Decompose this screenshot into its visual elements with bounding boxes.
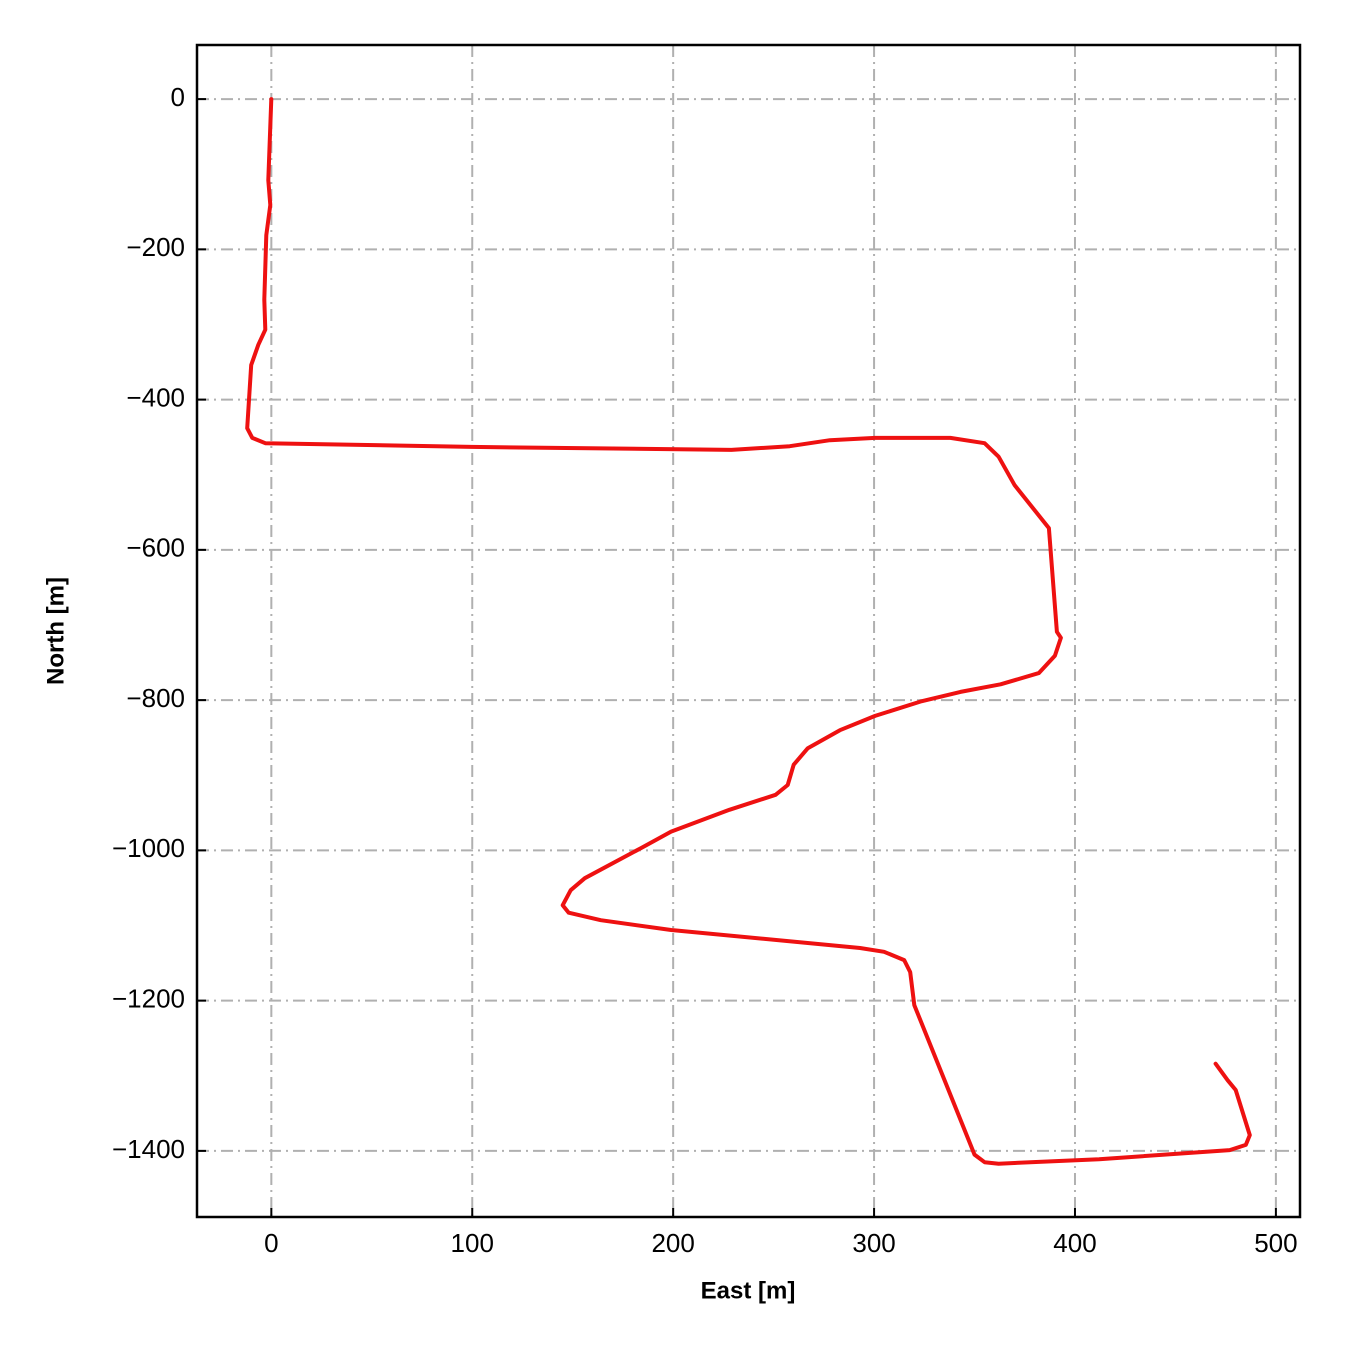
y-tick-label: −800	[126, 683, 185, 713]
y-tick-label: 0	[171, 82, 185, 112]
y-tick-label: −1000	[112, 833, 185, 863]
y-axis-label: North [m]	[42, 577, 69, 685]
y-tick-label: −1200	[112, 984, 185, 1014]
x-tick-label: 400	[1053, 1228, 1096, 1258]
x-axis-label: East [m]	[701, 1277, 796, 1304]
y-tick-label: −1400	[112, 1134, 185, 1164]
plot-frame	[195, 43, 1302, 1219]
x-tick-label: 200	[651, 1228, 694, 1258]
y-tick-label: −400	[126, 382, 185, 412]
x-tick-label: 500	[1254, 1228, 1297, 1258]
x-tick-label: 100	[451, 1228, 494, 1258]
trajectory-line	[245, 97, 1252, 1166]
y-tick-label: −200	[126, 232, 185, 262]
y-tick-label: −600	[126, 533, 185, 563]
x-tick-label: 0	[264, 1228, 278, 1258]
x-tick-label: 300	[852, 1228, 895, 1258]
